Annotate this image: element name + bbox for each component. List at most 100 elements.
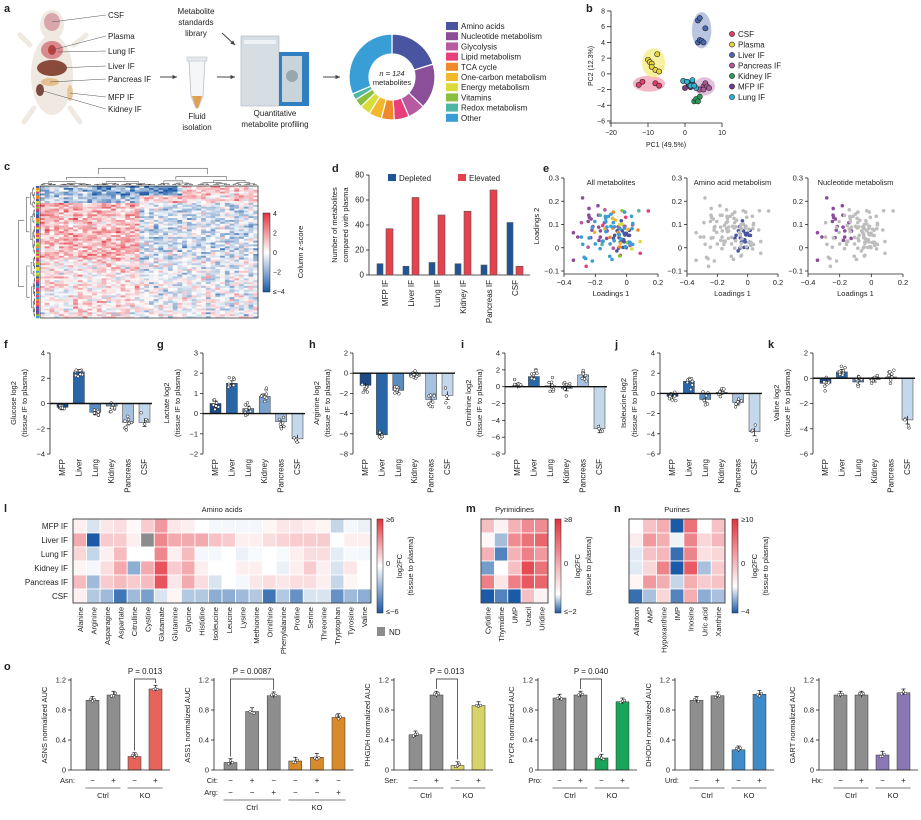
heatmap-cell — [243, 206, 249, 209]
heatmap-cell — [167, 299, 173, 302]
heatmap-cell — [134, 216, 140, 219]
heatmap-cell — [96, 252, 102, 255]
heatmap-cell — [68, 238, 74, 241]
heatmap-cell — [172, 214, 178, 217]
heatmap-cell — [130, 240, 136, 243]
heatmap-cell — [205, 231, 211, 234]
heatmap-cell — [253, 231, 259, 234]
heatmap-cell — [96, 299, 102, 302]
heatmap-cell — [120, 233, 126, 236]
heatmap-cell — [63, 242, 69, 245]
heatmap-cell — [167, 199, 173, 202]
heatmap-cell — [144, 252, 150, 255]
heatmap-cell — [139, 259, 145, 262]
replicate-point — [294, 438, 298, 442]
heatmap-cell — [201, 289, 207, 292]
heatmap-cell — [158, 295, 164, 298]
heatmap-cell — [253, 301, 259, 304]
heatmap-cell — [158, 219, 164, 223]
heatmap-cell — [224, 235, 230, 238]
heatmap-cell — [182, 197, 188, 200]
heatmap-cell — [130, 214, 136, 217]
heatmap-cell — [68, 216, 74, 219]
column-label: Asparagine — [103, 607, 112, 645]
heatmap-cell — [63, 263, 69, 266]
panel-label-j: j — [614, 339, 618, 351]
heatmap-cell — [92, 199, 98, 202]
heatmap-cell — [101, 235, 107, 238]
heatmap-cell — [149, 274, 155, 277]
heatmap-cell — [163, 187, 169, 191]
heatmap-cell — [191, 263, 197, 266]
heatmap-cell — [224, 187, 230, 191]
heatmap-cell — [163, 304, 169, 307]
panel-label-a: a — [4, 3, 11, 15]
heatmap-cell — [134, 250, 140, 253]
heatmap-cell — [40, 199, 46, 202]
heatmap-cell — [239, 212, 245, 215]
heatmap-cell — [215, 316, 221, 319]
heatmap-cell — [125, 219, 131, 223]
tick-label: 0 — [601, 71, 605, 78]
heatmap-cell — [126, 532, 142, 548]
heatmap-cell — [49, 242, 55, 245]
heatmap-cell — [54, 278, 60, 281]
heatmap-cell — [96, 293, 102, 296]
panel-label-n: n — [614, 503, 621, 515]
heatmap-cell — [253, 297, 259, 300]
heatmap-cell — [234, 252, 240, 255]
category-label: Lung — [546, 459, 555, 477]
heatmap-cell — [243, 214, 249, 217]
heatmap-cell — [92, 210, 98, 213]
heatmap-cell — [205, 265, 211, 268]
heatmap-cell — [182, 304, 188, 307]
heatmap-cell — [191, 289, 197, 292]
heatmap-cell — [201, 225, 207, 228]
data-point — [619, 236, 623, 241]
heatmap-cell — [120, 270, 126, 274]
heatmap-cell — [153, 252, 159, 255]
heatmap-cell — [106, 244, 112, 247]
heatmap-cell — [73, 255, 79, 258]
heatmap-cell — [134, 253, 140, 257]
heatmap-cell — [144, 195, 150, 198]
heatmap-cell — [167, 214, 173, 217]
data-point — [638, 251, 643, 256]
heatmap-cell — [44, 302, 50, 306]
heatmap-cell — [92, 216, 98, 219]
replicate-point — [74, 368, 78, 372]
heatmap-cell — [77, 208, 83, 211]
heatmap-cell — [40, 246, 46, 249]
heatmap-cell — [229, 314, 235, 317]
heatmap-cell — [96, 280, 102, 283]
heatmap-cell — [134, 186, 140, 189]
heatmap-cell — [177, 186, 183, 189]
heatmap-cell — [68, 285, 74, 289]
donut-slice-other — [348, 33, 393, 95]
heatmap-cell — [63, 201, 69, 204]
heatmap-cell — [68, 284, 74, 287]
data-point — [720, 229, 725, 233]
heatmap-cell — [130, 274, 136, 277]
legend-label: TCA cycle — [461, 63, 498, 72]
heatmap-cell — [68, 265, 74, 268]
heatmap-cell — [220, 253, 226, 257]
heatmap-cell — [115, 270, 121, 274]
heatmap-cell — [191, 197, 197, 200]
heatmap-cell — [82, 219, 88, 223]
heatmap-cell — [163, 263, 169, 266]
heatmap-cell — [106, 186, 112, 189]
data-point — [758, 251, 763, 256]
heatmap-cell — [73, 261, 79, 264]
heatmap-cell — [196, 204, 202, 208]
heatmap-cell — [73, 252, 79, 255]
heatmap-cell — [92, 233, 98, 236]
replicate-point — [563, 380, 567, 385]
data-point — [732, 246, 737, 251]
heatmap-cell — [54, 297, 60, 300]
heatmap-cell — [210, 219, 216, 223]
annotation-strip — [36, 206, 39, 209]
heatmap-cell — [205, 252, 211, 255]
annotation-strip — [36, 214, 39, 217]
data-point — [715, 219, 719, 224]
